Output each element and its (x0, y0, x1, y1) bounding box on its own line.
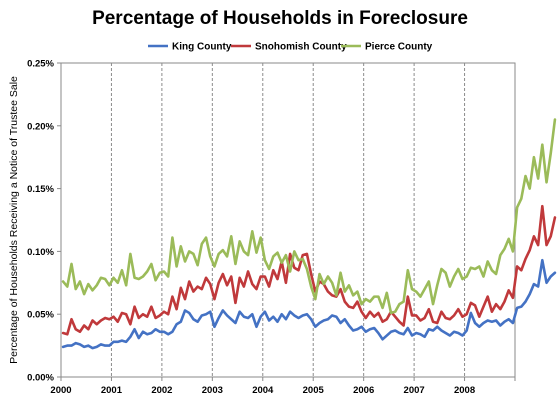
y-tick-label: 0.20% (27, 121, 54, 132)
y-tick-label: 0.15% (27, 184, 54, 195)
x-tick-label: 2001 (101, 385, 123, 396)
x-tick-label: 2007 (404, 385, 425, 396)
y-tick-label: 0.10% (27, 247, 54, 258)
legend: King County Snohomish County Pierce County (148, 42, 433, 53)
plot-frame (60, 62, 516, 378)
x-tick-label: 2006 (353, 385, 374, 396)
chart-title: Percentage of Households in Foreclosure (92, 8, 468, 29)
series-line-king-county (61, 258, 557, 350)
y-axis-label: Percentage of Households Receiving a Not… (8, 76, 20, 364)
y-tick-label: 0.25% (27, 59, 54, 70)
y-tick-label: 0.05% (27, 310, 54, 321)
plot-area: 0.00% 0.05% 0.10% 0.15% 0.20% 0.25% 2000 2001 20… (27, 59, 557, 396)
y-tick-label: 0.00% (27, 373, 54, 384)
x-tick-label: 2004 (252, 385, 274, 396)
x-tick-label: 2003 (202, 385, 223, 396)
legend-label-king-county: King County (172, 42, 232, 53)
x-tick-label: 2000 (50, 385, 71, 396)
x-tick-label: 2008 (454, 385, 475, 396)
series-line-pierce-county (61, 118, 557, 315)
x-tick-label: 2002 (151, 385, 172, 396)
legend-label-snohomish-county: Snohomish County (255, 42, 347, 53)
legend-label-pierce-county: Pierce County (365, 42, 433, 53)
series-line-snohomish-county (61, 204, 557, 336)
x-tick-label: 2005 (303, 385, 325, 396)
